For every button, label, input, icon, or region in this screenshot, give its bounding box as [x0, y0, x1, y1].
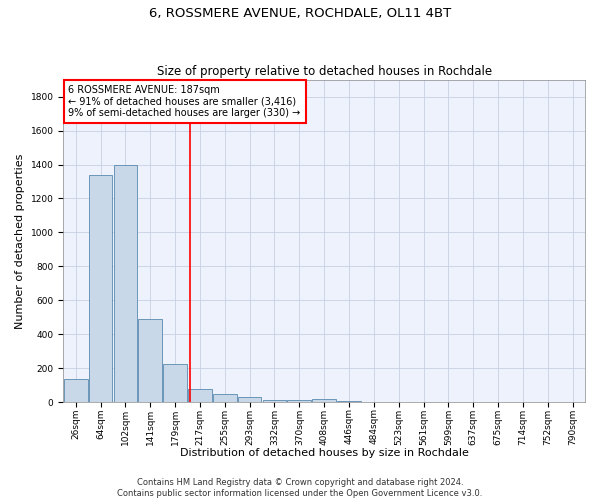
Bar	[89, 174, 112, 402]
X-axis label: Distribution of detached houses by size in Rochdale: Distribution of detached houses by size …	[180, 448, 469, 458]
Bar	[287, 400, 311, 402]
Bar	[263, 400, 286, 402]
Y-axis label: Number of detached properties: Number of detached properties	[15, 153, 25, 328]
Bar	[139, 319, 162, 402]
Text: 6 ROSSMERE AVENUE: 187sqm
← 91% of detached houses are smaller (3,416)
9% of sem: 6 ROSSMERE AVENUE: 187sqm ← 91% of detac…	[68, 84, 301, 117]
Bar	[238, 398, 262, 402]
Bar	[163, 364, 187, 402]
Bar	[337, 401, 361, 402]
Text: 6, ROSSMERE AVENUE, ROCHDALE, OL11 4BT: 6, ROSSMERE AVENUE, ROCHDALE, OL11 4BT	[149, 8, 451, 20]
Bar	[213, 394, 236, 402]
Bar	[113, 164, 137, 402]
Bar	[64, 379, 88, 402]
Bar	[313, 398, 336, 402]
Text: Contains HM Land Registry data © Crown copyright and database right 2024.
Contai: Contains HM Land Registry data © Crown c…	[118, 478, 482, 498]
Bar	[188, 390, 212, 402]
Title: Size of property relative to detached houses in Rochdale: Size of property relative to detached ho…	[157, 66, 492, 78]
